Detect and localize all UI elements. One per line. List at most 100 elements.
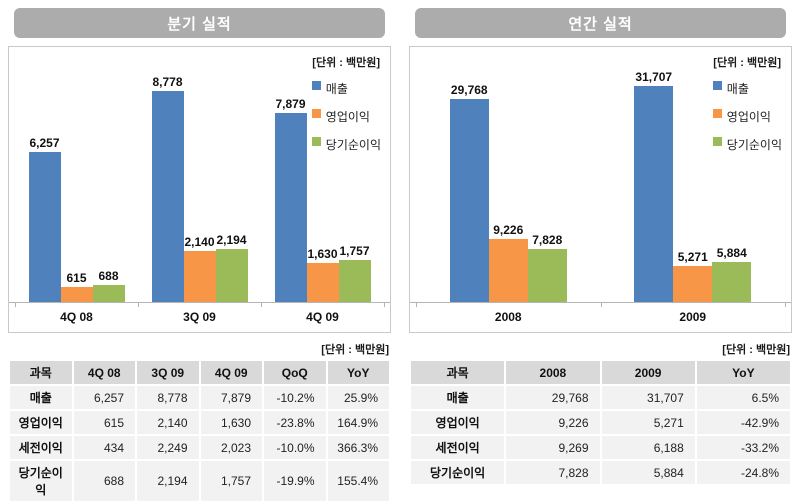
column-header: 3Q 09 (137, 361, 199, 384)
bar-value-label: 29,768 (450, 83, 488, 97)
bar-group-4Q 09: 7,879 1,630 1,757 (261, 97, 384, 302)
value-cell: 164.9% (327, 411, 389, 434)
table-row: 당기순이익 688 2,194 1,757 -19.9% 155.4% (10, 461, 389, 501)
legend-swatch-icon (311, 81, 321, 90)
bar-당기순이익-4Q 08: 688 (92, 269, 125, 302)
value-cell: 7,879 (200, 386, 262, 409)
legend-swatch-icon (311, 137, 321, 146)
axis-tick (416, 303, 417, 307)
table-row: 세전이익 9,269 6,188 -33.2% (411, 436, 790, 459)
legend-label: 매출 (325, 82, 348, 96)
value-cell: 6.5% (696, 386, 790, 409)
value-cell: 8,778 (137, 386, 199, 409)
table-body: 매출 29,768 31,707 6.5% 영업이익 9,226 5,271 -42.9% 세전… (411, 386, 790, 484)
table-row: 매출 6,257 8,778 7,879 -10.2% 25.9% (10, 386, 389, 409)
bar-영업이익-2009: 5,271 (673, 250, 713, 302)
column-header: 과목 (411, 361, 505, 384)
bar-value-label: 688 (98, 269, 119, 283)
value-cell: -33.2% (696, 436, 790, 459)
bar-rect (449, 99, 489, 302)
bar-rect (274, 113, 307, 302)
table-head: 과목 2008 2009 YoY (411, 361, 790, 384)
value-cell: 2,249 (137, 436, 199, 459)
bar-value-label: 5,884 (716, 246, 747, 260)
column-header: 2009 (601, 361, 695, 384)
quarterly-plot-area: 6,257 615 688 8,778 2,140 2,194 7,879 1,630 1,75… (15, 47, 384, 302)
legend-swatch-icon (311, 109, 321, 118)
category-label: 4Q 09 (306, 310, 339, 324)
table-header-row: 과목 2008 2009 YoY (411, 361, 790, 384)
legend-swatch-icon (712, 137, 722, 146)
table-row: 영업이익 615 2,140 1,630 -23.8% 164.9% (10, 411, 389, 434)
legend-label: 영업이익 (726, 110, 771, 124)
value-cell: -23.8% (264, 411, 326, 434)
legend-item-당기순이익: 당기순이익 (311, 136, 381, 153)
annual-table-unit-label: [단위 : 백만원] (722, 344, 790, 356)
bar-value-label: 7,828 (532, 233, 563, 247)
value-cell: 6,188 (601, 436, 695, 459)
annual-title: 연간 실적 (568, 15, 633, 33)
quarterly-category-labels: 4Q 08 3Q 09 4Q 09 (15, 303, 385, 332)
bar-value-label: 1,757 (339, 244, 370, 258)
bar-group-2009: 31,707 5,271 5,884 (601, 70, 786, 302)
annual-category-labels: 2008 2009 (416, 303, 786, 332)
axis-tick (785, 303, 786, 307)
bar-rect (712, 262, 752, 302)
bar-영업이익-3Q 09: 2,140 (183, 235, 216, 302)
bar-당기순이익-2009: 5,884 (712, 246, 752, 302)
value-cell: 31,707 (601, 386, 695, 409)
bar-rect (488, 239, 528, 302)
bar-rect (306, 263, 339, 302)
value-cell: 1,757 (200, 461, 262, 501)
legend-item-당기순이익: 당기순이익 (712, 136, 782, 153)
value-cell: 615 (73, 411, 135, 434)
axis-tick (138, 303, 139, 307)
table-row: 세전이익 434 2,249 2,023 -10.0% 366.3% (10, 436, 389, 459)
bar-value-label: 31,707 (635, 70, 673, 84)
annual-chart-unit-label: [단위 : 백만원] (713, 57, 781, 69)
annual-panel: 연간 실적 [단위 : 백만원] 29,768 9,226 7,828 31,707 5… (409, 8, 792, 503)
value-cell: 9,226 (506, 411, 600, 434)
bar-매출-2009: 31,707 (634, 70, 674, 302)
column-header: 4Q 09 (200, 361, 262, 384)
bar-rect (60, 287, 93, 302)
bar-rect (183, 251, 216, 302)
value-cell: 6,257 (73, 386, 135, 409)
value-cell: 2,194 (137, 461, 199, 501)
row-header-cell: 영업이익 (10, 411, 72, 434)
row-header-cell: 영업이익 (411, 411, 505, 434)
bar-매출-3Q 09: 8,778 (151, 75, 184, 302)
table-body: 매출 6,257 8,778 7,879 -10.2% 25.9% 영업이익 615 2,140… (10, 386, 389, 501)
legend-label: 당기순이익 (325, 138, 381, 152)
value-cell: -24.8% (696, 461, 790, 484)
category-label: 2008 (494, 310, 522, 324)
bar-value-label: 9,226 (493, 223, 524, 237)
value-cell: 9,269 (506, 436, 600, 459)
column-header: 2008 (506, 361, 600, 384)
value-cell: 1,630 (200, 411, 262, 434)
annual-x-axis: 2008 2009 (410, 302, 791, 332)
bar-rect (673, 266, 713, 302)
legend-label: 매출 (726, 82, 749, 96)
bar-value-label: 2,140 (184, 235, 215, 249)
row-header-cell: 당기순이익 (411, 461, 505, 484)
value-cell: 2,140 (137, 411, 199, 434)
bar-group-3Q 09: 8,778 2,140 2,194 (138, 75, 261, 302)
table-row: 매출 29,768 31,707 6.5% (411, 386, 790, 409)
legend-label: 당기순이익 (726, 138, 782, 152)
legend-label: 영업이익 (325, 110, 370, 124)
bar-rect (527, 249, 567, 302)
value-cell: 155.4% (327, 461, 389, 501)
table-header-row: 과목 4Q 08 3Q 09 4Q 09 QoQ YoY (10, 361, 389, 384)
quarterly-title-bar: 분기 실적 (14, 8, 385, 38)
category-label: 4Q 08 (60, 310, 93, 324)
bar-value-label: 6,257 (29, 136, 60, 150)
axis-tick (600, 303, 602, 307)
column-header: YoY (327, 361, 389, 384)
bar-rect (92, 285, 125, 302)
row-header-cell: 세전이익 (10, 436, 72, 459)
bar-rect (338, 260, 371, 302)
legend-swatch-icon (712, 109, 722, 118)
